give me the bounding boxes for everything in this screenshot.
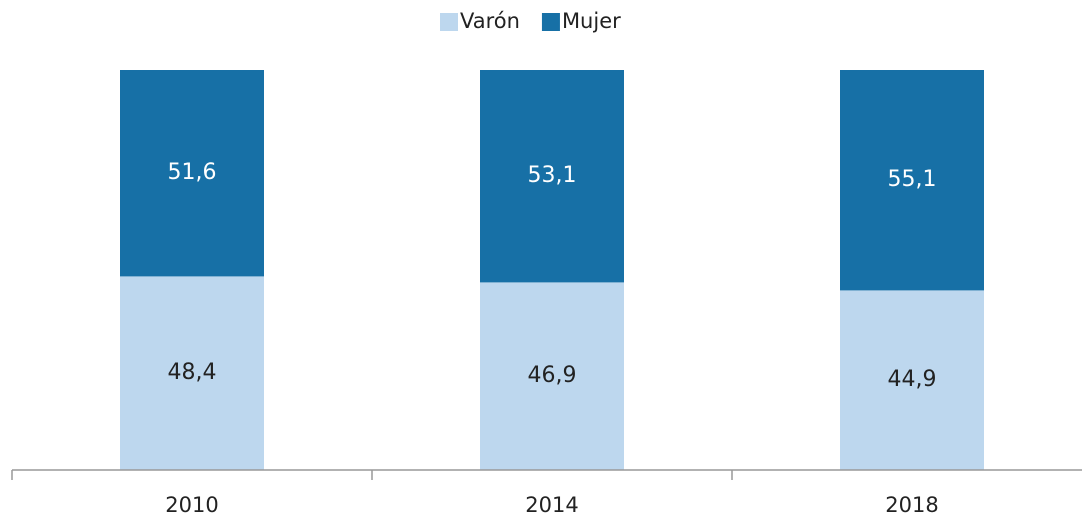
bar-segment — [480, 70, 624, 283]
legend-swatch — [541, 13, 560, 31]
bar-segment — [840, 70, 984, 291]
value-label: 48,4 — [168, 360, 217, 385]
legend-label: Varón — [460, 9, 520, 33]
x-tick-label: 2014 — [525, 493, 578, 517]
legend-swatch — [440, 13, 458, 31]
x-tick-label: 2010 — [165, 493, 218, 517]
value-label: 53,1 — [528, 163, 577, 188]
bar-segment — [480, 282, 624, 470]
bar-segment — [120, 70, 264, 277]
x-tick-label: 2018 — [885, 493, 938, 517]
bar-segment — [120, 276, 264, 470]
value-label: 55,1 — [888, 167, 937, 192]
value-label: 51,6 — [168, 160, 217, 185]
bar-segment — [840, 290, 984, 470]
value-label: 46,9 — [528, 363, 577, 388]
value-label: 44,9 — [888, 367, 937, 392]
legend-label: Mujer — [562, 9, 621, 33]
